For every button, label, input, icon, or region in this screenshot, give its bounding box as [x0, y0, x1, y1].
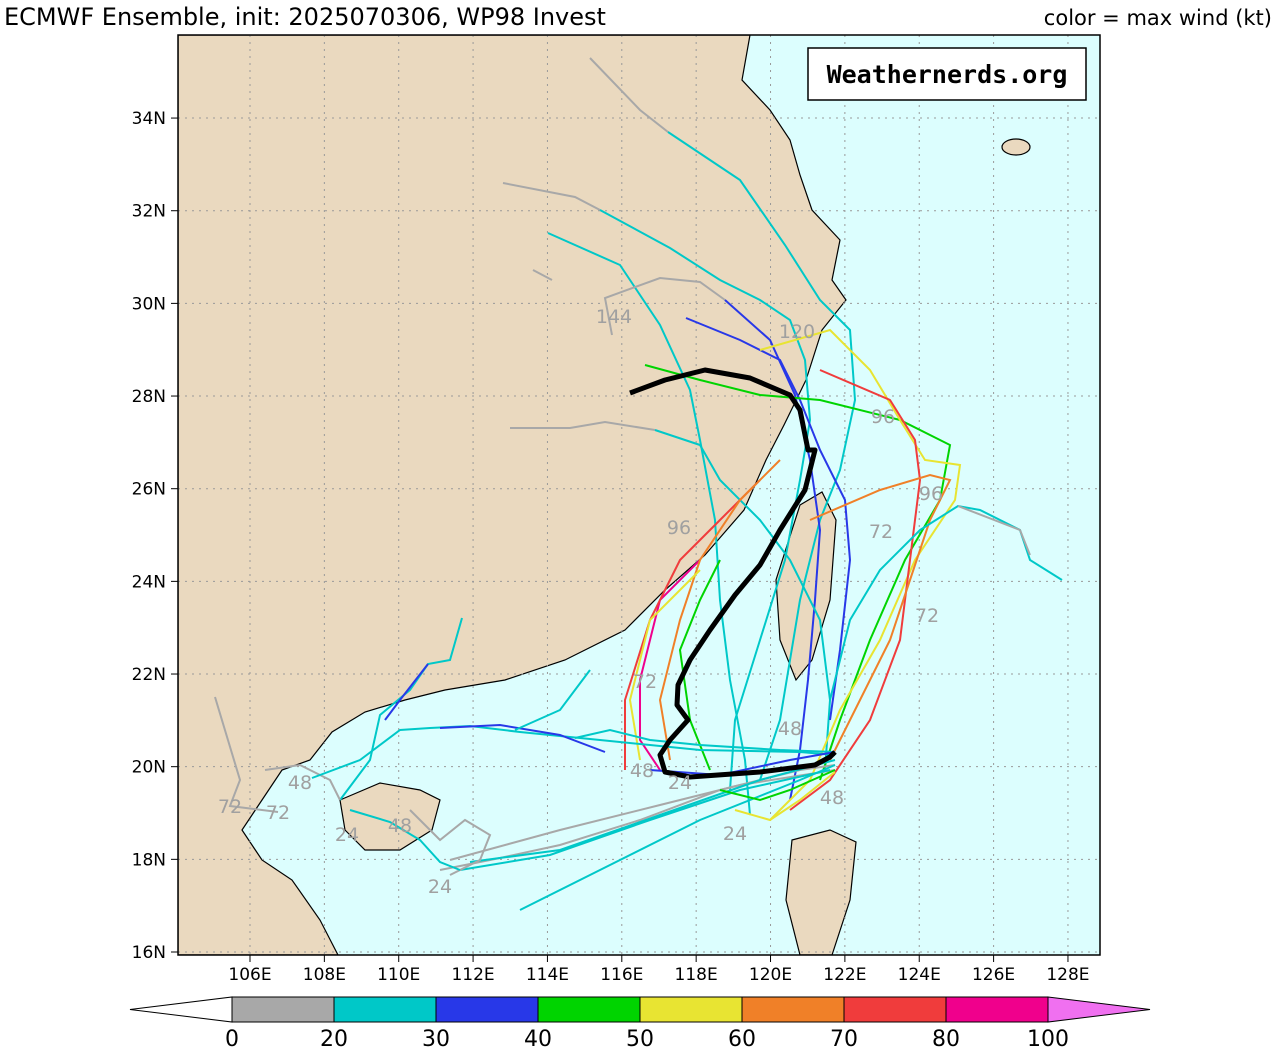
watermark-box: [807, 47, 1087, 101]
hour-label: 72: [266, 802, 290, 824]
colorbar-segment: [843, 996, 947, 1023]
hour-label: 72: [915, 605, 939, 627]
hour-label: 48: [388, 815, 412, 837]
hainan: [339, 782, 441, 851]
colorbar-label: 20: [320, 1027, 348, 1052]
watermark: Weathernerds.org: [827, 60, 1068, 89]
y-tick-label: 22N: [132, 665, 166, 685]
hour-label: 120: [779, 321, 815, 343]
map: 144 120 96 96 96 72 72 72 48 48 72 72 24 48 24 24 24 48 48…: [177, 34, 1101, 956]
x-tick-label: 126E: [972, 965, 1015, 985]
hour-label: 48: [820, 787, 844, 809]
y-tick-label: 16N: [132, 943, 166, 963]
mainland: [178, 35, 847, 955]
tracks: [214, 57, 1063, 911]
colorbar-label: 80: [932, 1027, 960, 1052]
x-tick-label: 120E: [749, 965, 792, 985]
y-tick-label: 26N: [132, 480, 166, 500]
colorbar-under: [129, 996, 233, 1023]
colorbar-over: [1047, 996, 1151, 1023]
hour-label: 24: [428, 876, 452, 898]
hour-label: 72: [218, 796, 242, 818]
colorbar-label: 50: [626, 1027, 654, 1052]
colorbar-label: 100: [1027, 1027, 1069, 1052]
legend-title: color = max wind (kt): [1044, 6, 1272, 30]
hour-labels: 144 120 96 96 96 72 72 72 48 48 72 72 24 48 24 24 24 48 48: [218, 306, 943, 898]
x-tick-label: 122E: [823, 965, 866, 985]
colorbar-segment: [741, 996, 845, 1023]
colorbar-segment: [945, 996, 1049, 1023]
x-tick-label: 116E: [600, 965, 643, 985]
x-tick-label: 108E: [303, 965, 346, 985]
hour-label: 48: [630, 760, 654, 782]
hour-label: 96: [871, 406, 895, 428]
x-tick-label: 114E: [526, 965, 569, 985]
colorbar-segment: [639, 996, 743, 1023]
x-tick-label: 128E: [1046, 965, 1089, 985]
y-tick-label: 24N: [132, 572, 166, 592]
y-tick-label: 28N: [132, 387, 166, 407]
jeju: [1001, 138, 1031, 156]
hour-label: 96: [667, 517, 691, 539]
hour-label: 72: [633, 671, 657, 693]
colorbar-label: 40: [524, 1027, 552, 1052]
y-tick-label: 30N: [132, 294, 166, 314]
axis-labels: 106E 108E 110E 112E 114E 116E 118E 120E 122E 124E…: [132, 109, 1090, 985]
colorbar-label: 30: [422, 1027, 450, 1052]
colorbar-label: 70: [830, 1027, 858, 1052]
luzon: [785, 829, 857, 955]
hour-label: 96: [919, 483, 943, 505]
x-tick-label: 106E: [228, 965, 271, 985]
title: ECMWF Ensemble, init: 2025070306, WP98 I…: [4, 3, 606, 31]
hour-label: 48: [288, 772, 312, 794]
colorbar-label: 0: [225, 1027, 239, 1052]
colorbar: 0 20 30 40 50 60 70 80 100: [129, 996, 1151, 1052]
hour-label: 48: [778, 718, 802, 740]
frame: [177, 34, 1101, 956]
x-tick-label: 118E: [675, 965, 718, 985]
colorbar-segment: [435, 996, 539, 1023]
x-tick-label: 110E: [377, 965, 420, 985]
colorbar-segment: [231, 996, 335, 1023]
y-tick-label: 20N: [132, 758, 166, 778]
y-tick-label: 32N: [132, 202, 166, 222]
hour-label: 24: [723, 823, 747, 845]
hour-label: 72: [869, 521, 893, 543]
y-tick-label: 34N: [132, 109, 166, 129]
hour-label: 24: [668, 772, 692, 794]
y-tick-label: 18N: [132, 850, 166, 870]
colorbar-segment: [537, 996, 641, 1023]
colorbar-segment: [333, 996, 437, 1023]
ensemble-mean-track: [629, 367, 837, 780]
colorbar-label: 60: [728, 1027, 756, 1052]
x-tick-label: 124E: [898, 965, 941, 985]
x-tick-label: 112E: [451, 965, 494, 985]
hour-label: 144: [596, 306, 632, 328]
hour-label: 24: [335, 824, 359, 846]
